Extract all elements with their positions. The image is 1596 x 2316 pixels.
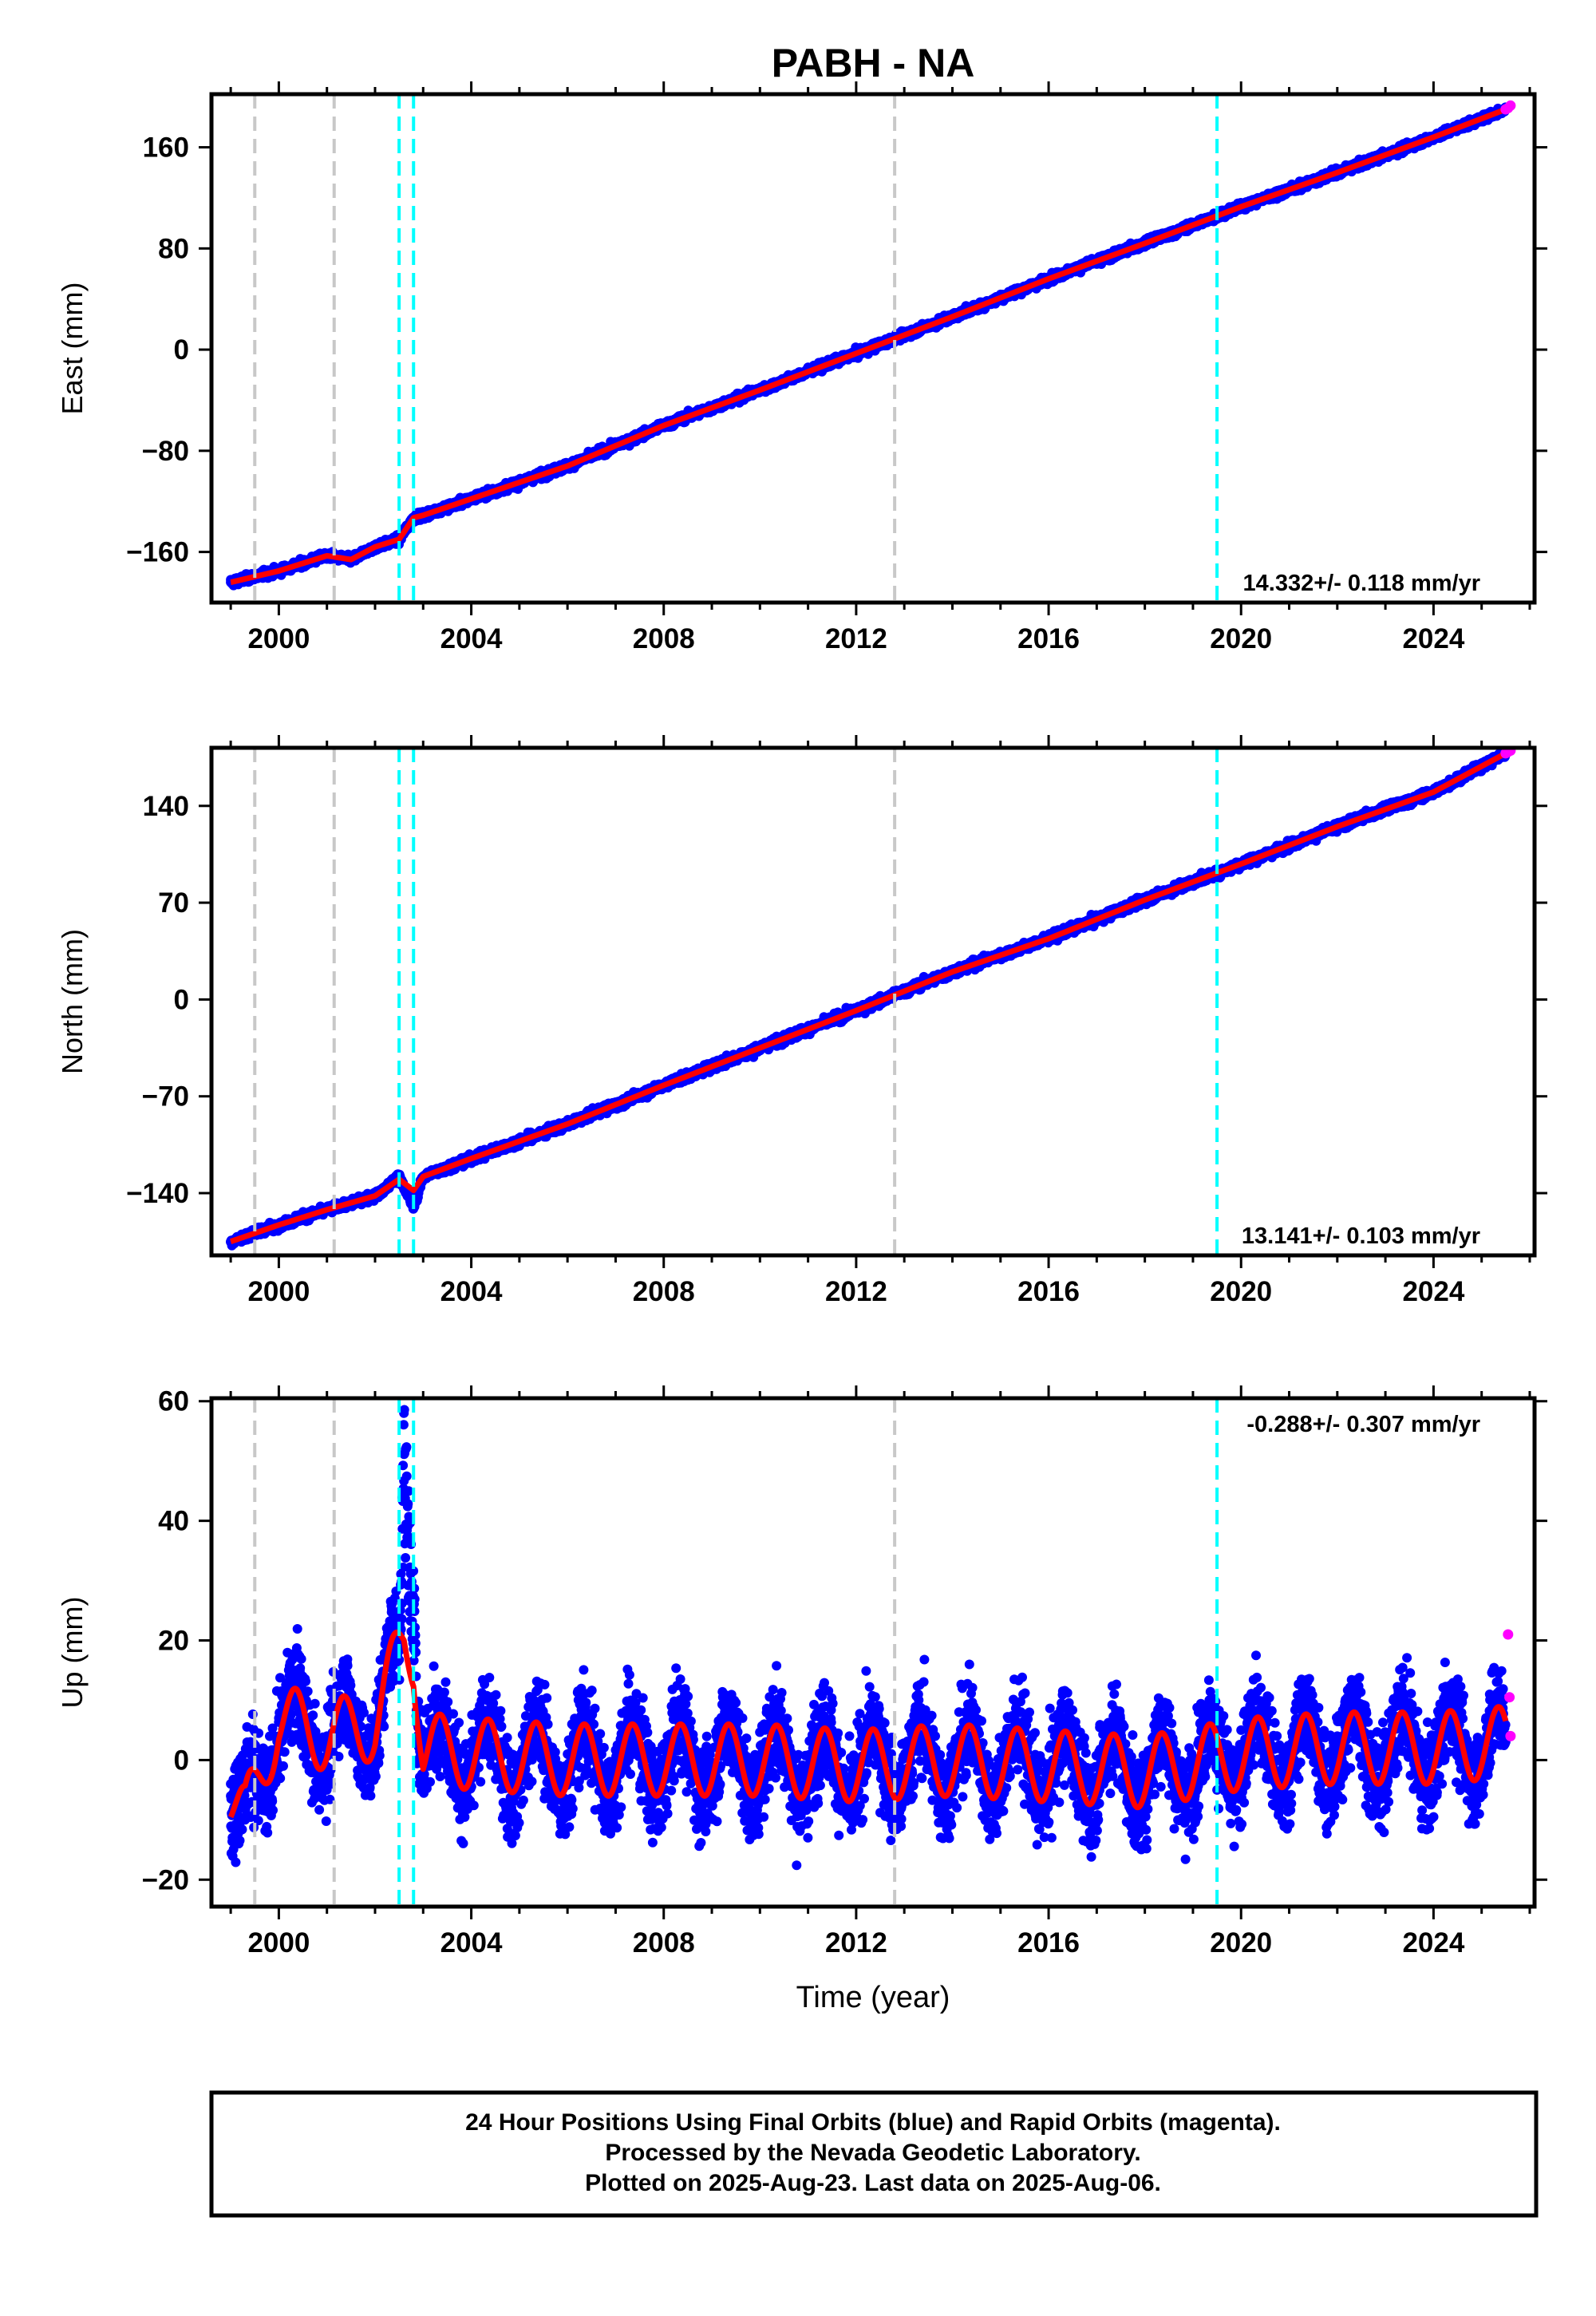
final-orbits-series — [226, 748, 1511, 1251]
figure-title: PABH - NA — [772, 41, 975, 85]
east-panel: 2000 2004 2008 2012 2016 2020 2024 −160 −80 0 80 16… — [56, 81, 1547, 654]
y-tick-label: −80 — [142, 436, 189, 467]
y-tick-label: 0 — [174, 334, 189, 366]
x-tick-label: 2024 — [1402, 623, 1464, 654]
x-tick-label: 2012 — [825, 623, 887, 654]
x-tick-label: 2016 — [1017, 623, 1080, 654]
x-tick-label: 2000 — [247, 623, 310, 654]
north-panel: 2000 2004 2008 2012 2016 2020 2024−140−7007014… — [56, 735, 1547, 1307]
rapid-orbits-series — [1500, 100, 1516, 115]
y-tick-label: 160 — [143, 132, 189, 164]
rapid-orbit-point — [1505, 100, 1516, 111]
x-tick-label: 2004 — [440, 623, 503, 654]
x-tick-label: 2008 — [633, 623, 695, 654]
y-tick-label: −160 — [126, 537, 189, 568]
plot-area — [226, 100, 1516, 591]
y-tick-label: 80 — [158, 233, 189, 264]
x-tick-label: 2020 — [1210, 623, 1272, 654]
plot-area — [226, 748, 1516, 1251]
y-axis-label: East (mm) — [56, 283, 89, 415]
velocity-rate-label: 14.332+/- 0.118 mm/yr — [1243, 571, 1480, 596]
